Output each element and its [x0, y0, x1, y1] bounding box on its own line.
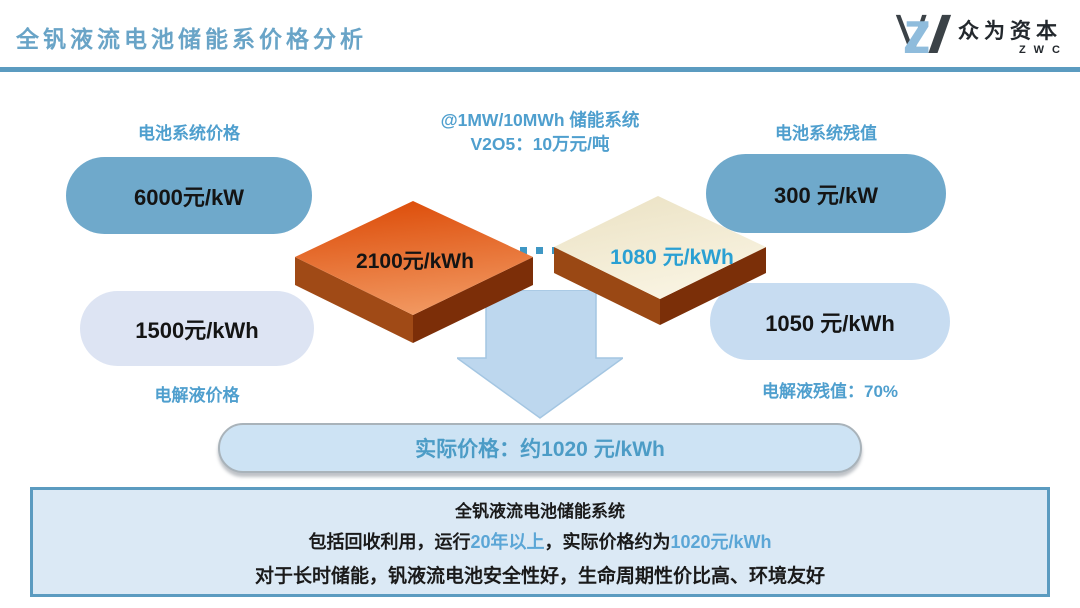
- electrolyte-residual-pill: 1050 元/kWh: [710, 283, 950, 360]
- assumptions-note: @1MW/10MWh 储能系统 V2O5：10万元/吨: [330, 108, 750, 156]
- header-divider: [0, 67, 1080, 72]
- logo-company-name: 众为资本: [958, 20, 1062, 43]
- summary-price-line: 包括回收利用，运行20年以上，实际价格约为1020元/kWh: [33, 528, 1047, 554]
- down-arrow-icon: [454, 289, 626, 424]
- electrolyte-residual-label: 电解液残值：70%: [761, 382, 899, 401]
- actual-price-pill: 实际价格：约1020 元/kWh: [218, 423, 862, 473]
- summary-conclusion: 对于长时储能，钒液流电池安全性好，生命周期性价比高、环境友好: [254, 565, 825, 587]
- summary-title: 全钒液流电池储能系统: [455, 501, 625, 521]
- page-title: 全钒液流电池储能系价格分析: [16, 26, 367, 52]
- assumption-system-size: @1MW/10MWh 储能系统: [440, 110, 640, 130]
- summary-line2-part-c: ，实际价格约为: [544, 532, 671, 552]
- battery-price-label: 电池系统价格: [138, 124, 240, 143]
- initial-cost-diamond-icon: [294, 198, 536, 351]
- summary-line2-part-a: 包括回收利用，运行: [308, 532, 471, 552]
- zwc-logo-icon: [894, 10, 952, 61]
- residual-value-diamond-icon: [551, 193, 769, 334]
- logo-text: 众为资本 ZWC: [958, 15, 1062, 56]
- battery-price-pill: 6000元/kW: [66, 157, 312, 234]
- company-logo: 众为资本 ZWC: [894, 10, 1062, 61]
- logo-abbreviation: ZWC: [1018, 44, 1068, 56]
- electrolyte-price-label: 电解液价格: [154, 386, 240, 405]
- dotted-connector-line: [488, 247, 610, 254]
- residual-value-text: 1080 元/kWh: [610, 246, 734, 269]
- summary-line2-highlight-years: 20年以上: [470, 532, 545, 552]
- initial-cost-value: 2100元/kWh: [356, 250, 474, 273]
- assumption-v2o5-price: V2O5：10万元/吨: [470, 134, 610, 154]
- summary-line2-highlight-price: 1020元/kWh: [670, 532, 772, 552]
- electrolyte-price-pill: 1500元/kWh: [80, 291, 314, 366]
- battery-residual-label: 电池系统残值: [775, 124, 877, 143]
- summary-box: 全钒液流电池储能系统 包括回收利用，运行20年以上，实际价格约为1020元/kW…: [30, 487, 1050, 597]
- battery-residual-pill: 300 元/kW: [706, 154, 946, 233]
